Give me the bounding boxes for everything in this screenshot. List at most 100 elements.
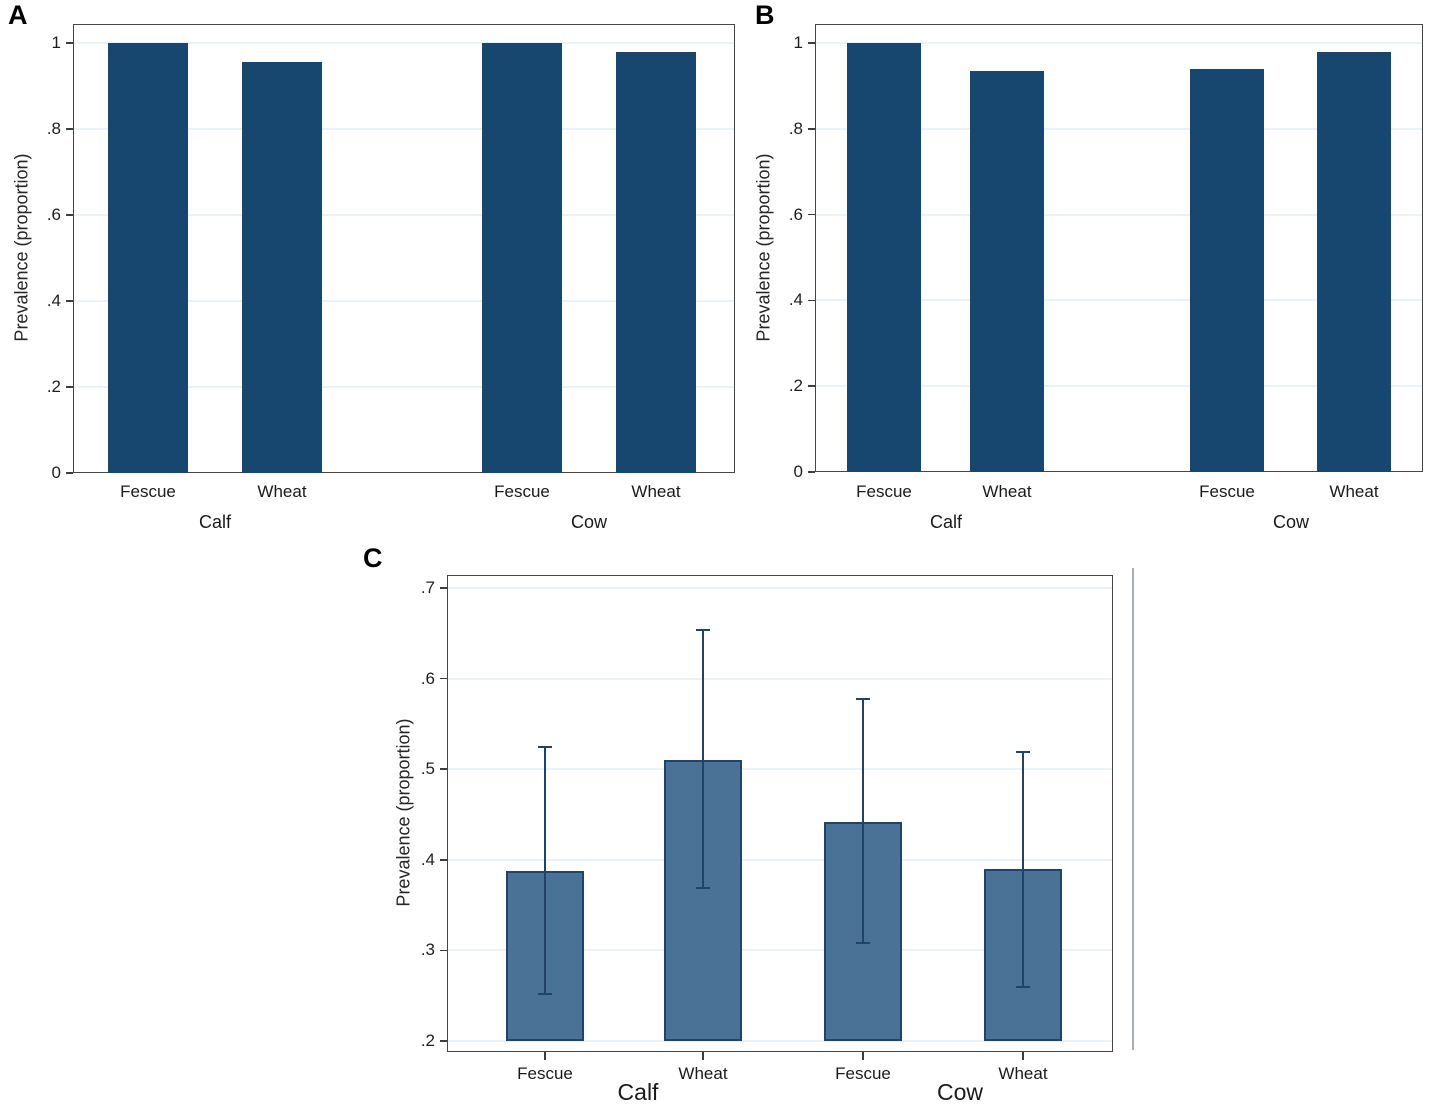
x-tick bbox=[702, 1052, 704, 1060]
y-tick-label: .4 bbox=[46, 291, 61, 310]
gridline bbox=[815, 127, 1423, 130]
x-category-label: Wheat bbox=[982, 482, 1032, 501]
x-group-label: Calf bbox=[617, 1079, 659, 1105]
y-tick-label: 1 bbox=[793, 33, 803, 52]
x-group-label: Cow bbox=[570, 512, 607, 532]
error-bar bbox=[702, 629, 704, 888]
plot-border bbox=[73, 24, 735, 473]
y-tick-label: .4 bbox=[420, 849, 435, 869]
x-tick bbox=[862, 1052, 864, 1060]
y-tick bbox=[66, 42, 73, 44]
figure-crop-line bbox=[1132, 568, 1134, 1050]
x-tick bbox=[1022, 1052, 1024, 1060]
x-tick bbox=[544, 1052, 546, 1060]
bar bbox=[1317, 51, 1391, 472]
gridline bbox=[73, 128, 735, 130]
gridline bbox=[447, 587, 1113, 589]
panel-a-label: A bbox=[8, 0, 28, 30]
y-tick bbox=[808, 42, 815, 44]
y-tick-label: .6 bbox=[46, 205, 61, 224]
x-group-label: Calf bbox=[929, 512, 962, 532]
error-bar-cap-bottom bbox=[856, 942, 870, 945]
gridline bbox=[815, 385, 1423, 388]
gridline bbox=[815, 213, 1423, 216]
y-tick bbox=[808, 385, 815, 387]
y-tick-label: 0 bbox=[51, 463, 61, 482]
error-bar-cap-bottom bbox=[696, 886, 710, 889]
x-category-label: Fescue bbox=[1199, 482, 1255, 501]
gridline bbox=[73, 214, 735, 216]
panel-c-y-axis-title: Prevalence (proportion) bbox=[393, 718, 414, 907]
y-tick-label: .4 bbox=[788, 290, 803, 310]
gridline bbox=[447, 768, 1113, 771]
y-tick bbox=[440, 587, 447, 589]
y-tick bbox=[66, 214, 73, 216]
x-category-label: Fescue bbox=[517, 1064, 573, 1083]
bar bbox=[482, 43, 562, 473]
y-tick-label: .6 bbox=[420, 668, 435, 688]
x-group-label: Cow bbox=[1272, 512, 1309, 532]
x-category-label: Wheat bbox=[1329, 482, 1379, 501]
bar bbox=[1190, 68, 1264, 472]
y-tick bbox=[66, 386, 73, 388]
y-tick-label: .3 bbox=[420, 940, 435, 960]
gridline bbox=[447, 1040, 1113, 1042]
gridline bbox=[815, 42, 1423, 44]
gridline bbox=[815, 299, 1423, 302]
bar bbox=[616, 51, 696, 473]
x-category-label: Fescue bbox=[835, 1064, 891, 1083]
plot-border bbox=[447, 575, 1113, 1052]
x-category-label: Wheat bbox=[631, 482, 681, 501]
error-bar bbox=[1022, 751, 1024, 987]
y-tick-label: 1 bbox=[51, 33, 61, 52]
y-tick bbox=[440, 768, 447, 770]
y-tick bbox=[66, 128, 73, 130]
y-tick-label: .5 bbox=[420, 759, 435, 779]
x-category-label: Wheat bbox=[998, 1064, 1048, 1083]
gridline bbox=[73, 300, 735, 302]
y-tick bbox=[66, 300, 73, 302]
plot-border bbox=[815, 24, 1423, 472]
x-category-label: Fescue bbox=[494, 482, 550, 501]
error-bar-cap-top bbox=[696, 628, 710, 631]
x-category-label: Fescue bbox=[856, 482, 912, 501]
panel-b-label: B bbox=[755, 0, 775, 30]
y-tick-label: .6 bbox=[788, 204, 803, 224]
y-tick bbox=[66, 472, 73, 474]
y-tick-label: .2 bbox=[420, 1031, 435, 1050]
y-tick bbox=[808, 213, 815, 216]
y-tick bbox=[440, 859, 447, 861]
y-tick-label: .2 bbox=[788, 376, 803, 396]
x-category-label: Wheat bbox=[678, 1064, 728, 1083]
y-tick-label: .7 bbox=[420, 578, 435, 597]
bar bbox=[970, 70, 1044, 472]
gridline bbox=[447, 858, 1113, 861]
error-bar-cap-top bbox=[856, 697, 870, 700]
panel-c-label: C bbox=[363, 543, 383, 573]
y-tick-label: .8 bbox=[788, 118, 803, 138]
y-tick bbox=[808, 471, 815, 473]
bar bbox=[242, 62, 322, 473]
bar bbox=[847, 43, 921, 472]
y-tick bbox=[440, 1040, 447, 1042]
x-category-label: Wheat bbox=[257, 482, 307, 501]
y-tick-label: .8 bbox=[46, 119, 61, 138]
error-bar-cap-bottom bbox=[538, 992, 552, 995]
y-tick bbox=[808, 299, 815, 302]
y-tick-label: 0 bbox=[793, 462, 803, 481]
error-bar bbox=[862, 698, 864, 944]
error-bar-cap-top bbox=[538, 746, 552, 749]
x-group-label: Calf bbox=[198, 512, 231, 532]
gridline bbox=[447, 677, 1113, 680]
y-tick bbox=[440, 677, 447, 680]
error-bar-cap-top bbox=[1016, 750, 1030, 753]
y-tick-label: .2 bbox=[46, 377, 61, 396]
gridline bbox=[447, 949, 1113, 952]
y-tick bbox=[440, 949, 447, 952]
error-bar-cap-bottom bbox=[1016, 985, 1030, 988]
gridline bbox=[73, 386, 735, 388]
